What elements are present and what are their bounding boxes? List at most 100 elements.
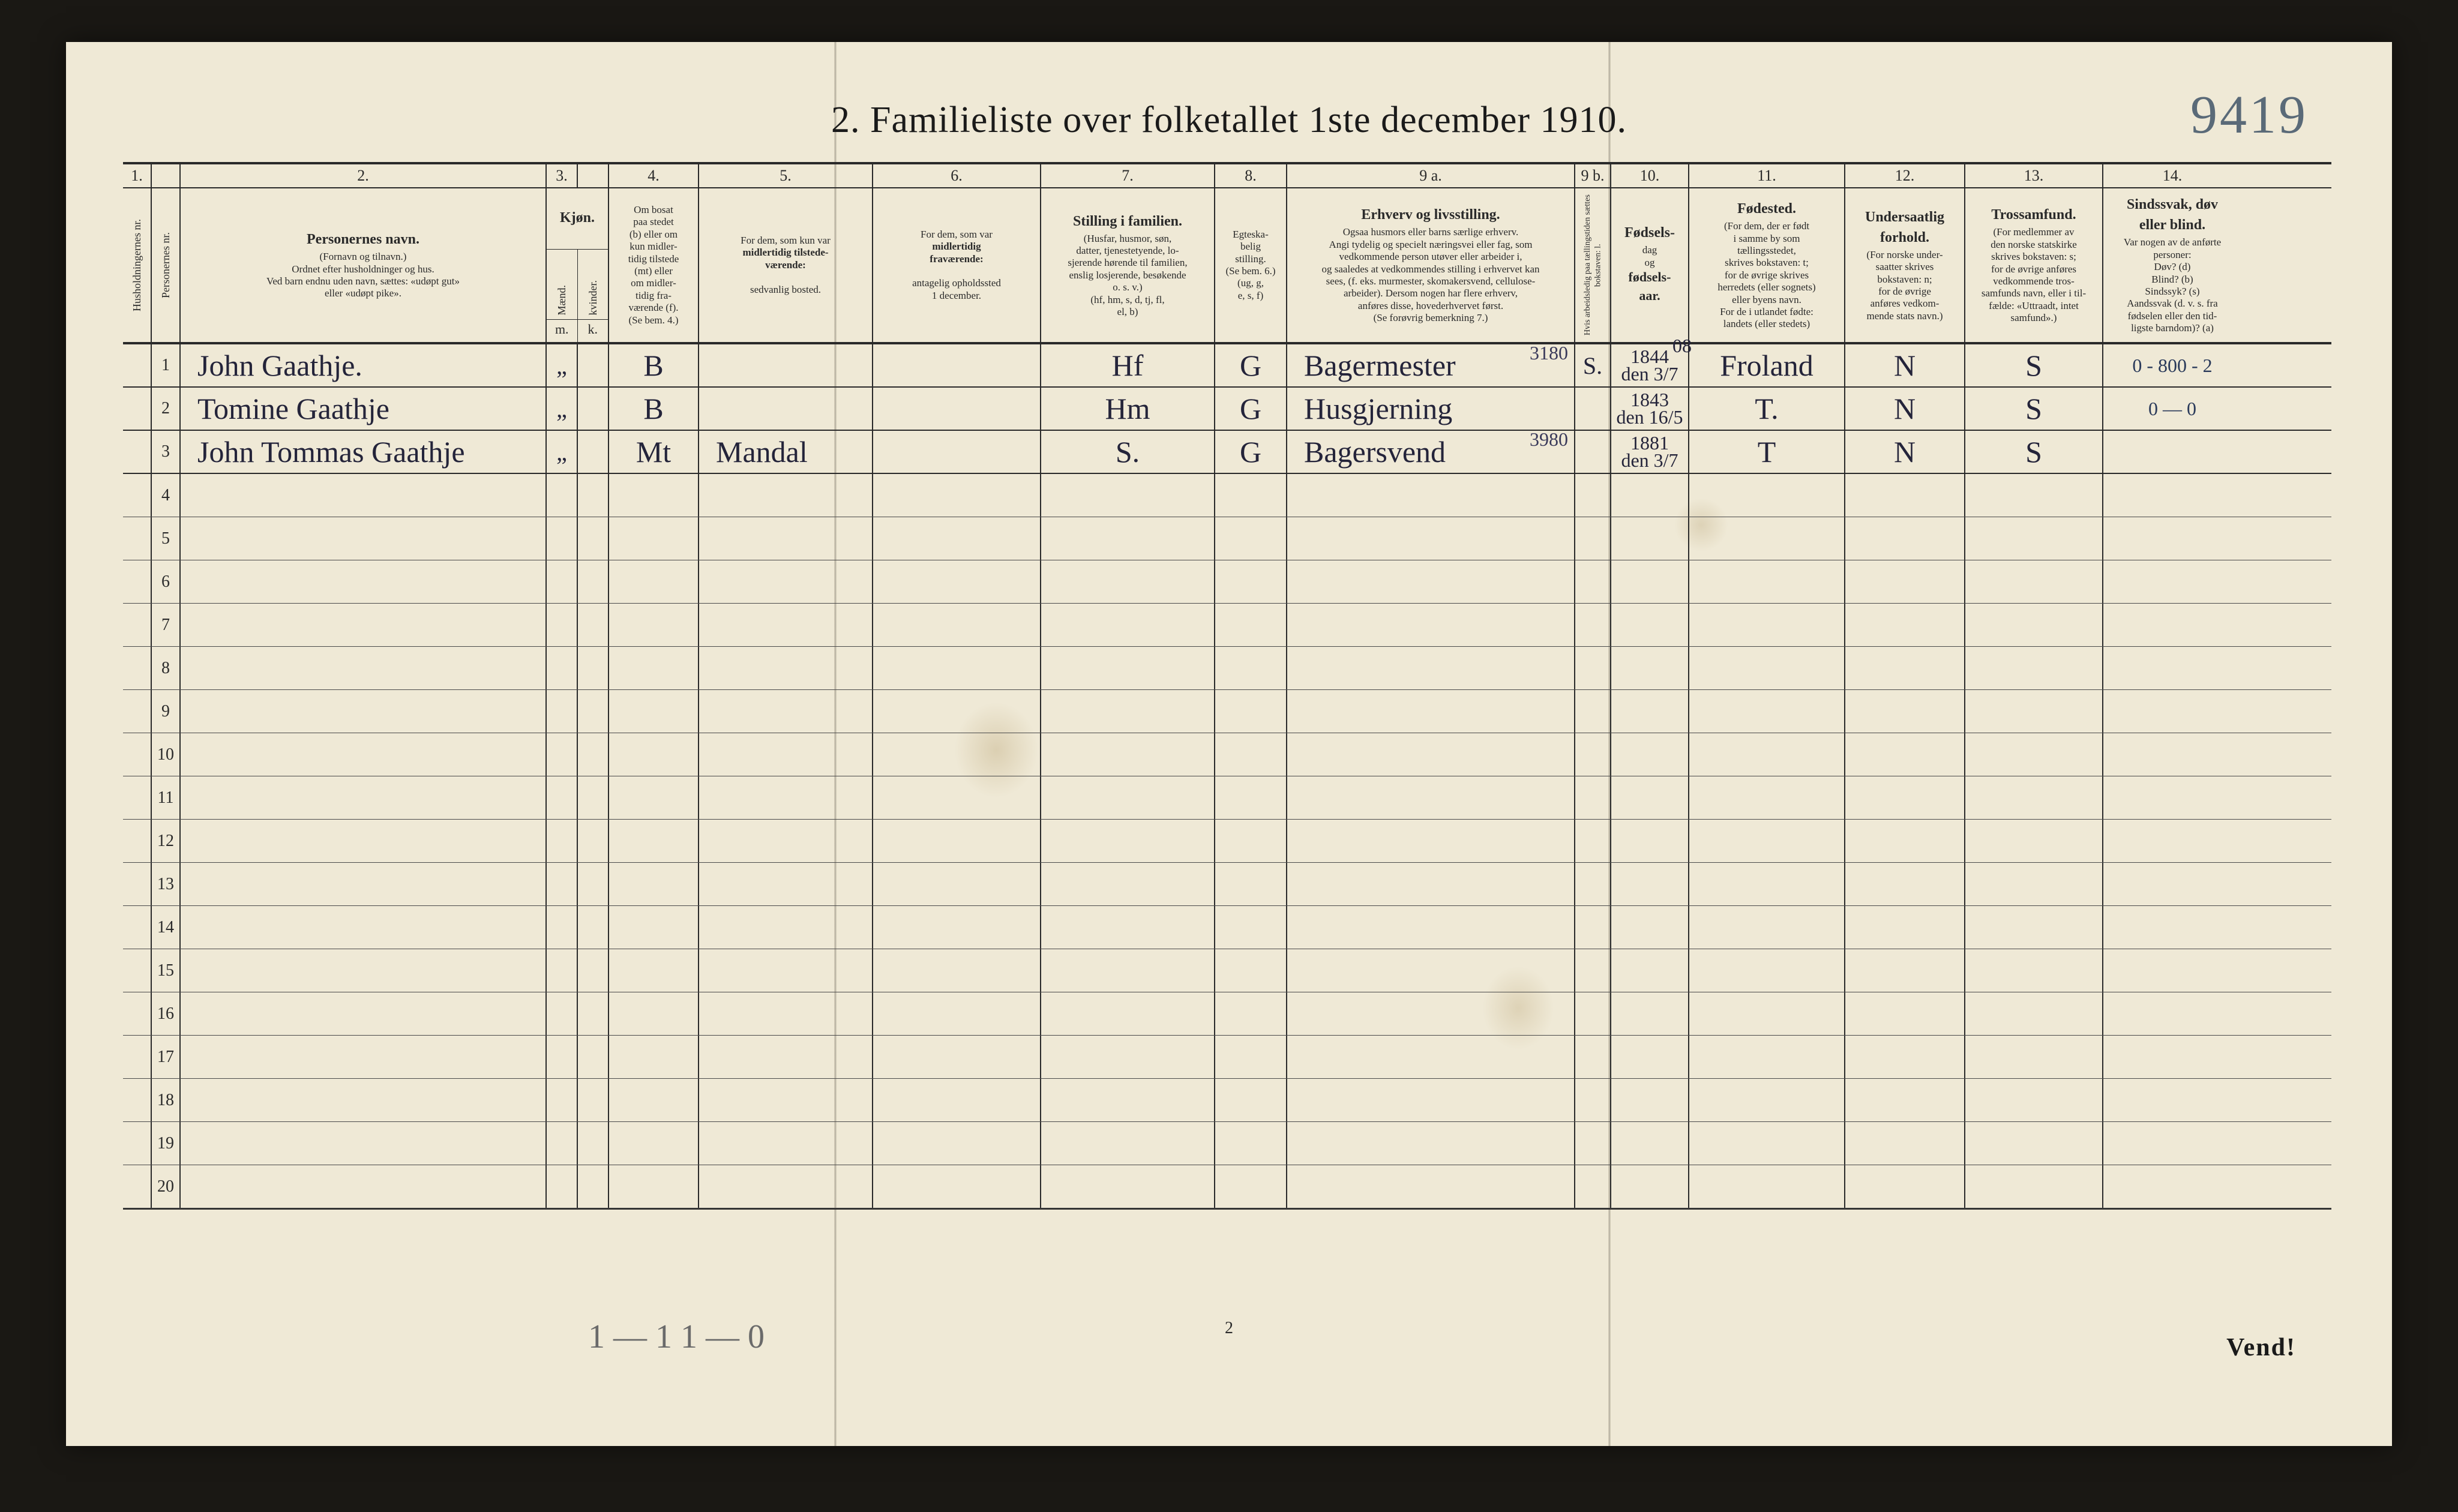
cell-sindssvak [2103, 647, 2241, 689]
cell-opholdssted [873, 1036, 1041, 1078]
cell-trossamfund [1965, 604, 2103, 646]
cell-hushold-nr [123, 1165, 152, 1208]
colnum: 2. [181, 164, 547, 187]
cell-bosat [609, 560, 699, 603]
cell-bosted [699, 560, 873, 603]
cell-person-nr: 4 [152, 474, 181, 517]
cell-kjon-k [578, 647, 609, 689]
cell-navn [181, 647, 547, 689]
cell-egteskab: G [1215, 344, 1287, 386]
cell-person-nr: 2 [152, 388, 181, 430]
cell-trossamfund [1965, 517, 2103, 560]
cell-egteskab [1215, 560, 1287, 603]
cell-fodselsdag [1611, 690, 1689, 733]
cell-opholdssted [873, 604, 1041, 646]
cell-kjon-k [578, 1079, 609, 1121]
cell-fodested [1689, 949, 1845, 992]
cell-hushold-nr [123, 820, 152, 862]
cell-stilling [1041, 517, 1215, 560]
cell-arbeidsledig [1575, 517, 1611, 560]
cell-bosat [609, 949, 699, 992]
cell-trossamfund [1965, 820, 2103, 862]
cell-stilling [1041, 474, 1215, 517]
cell-trossamfund [1965, 474, 2103, 517]
cell-kjon-k [578, 1165, 609, 1208]
cell-bosted [699, 690, 873, 733]
cell-opholdssted [873, 820, 1041, 862]
cell-undersaat [1845, 863, 1965, 905]
cell-undersaat [1845, 647, 1965, 689]
cell-kjon-k [578, 388, 609, 430]
cell-hushold-nr [123, 344, 152, 386]
cell-bosat [609, 604, 699, 646]
table-row-empty: 7 [123, 604, 2331, 647]
cell-stilling: Hf [1041, 344, 1215, 386]
pencil-annotation: 1 — 1 1 — 0 [588, 1318, 765, 1356]
cell-person-nr: 1 [152, 344, 181, 386]
cell-bosat [609, 820, 699, 862]
table-row: 1 John Gaathje. „ B Hf G Bagermester3180… [123, 344, 2331, 388]
header-undersaat: Undersaatlig forhold. (For norske under-… [1845, 188, 1965, 342]
cell-kjon-m [547, 1036, 578, 1078]
cell-navn [181, 992, 547, 1035]
cell-navn [181, 1036, 547, 1078]
cell-undersaat [1845, 1079, 1965, 1121]
header-stilling: Stilling i familien. (Husfar, husmor, sø… [1041, 188, 1215, 342]
cell-bosted [699, 906, 873, 949]
cell-erhverv: Bagersvend3980 [1287, 431, 1575, 473]
cell-stilling [1041, 949, 1215, 992]
cell-fodselsdag [1611, 906, 1689, 949]
cell-kjon-m [547, 820, 578, 862]
cell-opholdssted [873, 1079, 1041, 1121]
cell-fodested [1689, 776, 1845, 819]
cell-fodested [1689, 1122, 1845, 1165]
cell-stilling [1041, 1165, 1215, 1208]
cell-opholdssted [873, 906, 1041, 949]
cell-hushold-nr [123, 1122, 152, 1165]
header-navn: Personernes navn. (Fornavn og tilnavn.) … [181, 188, 547, 342]
cell-arbeidsledig [1575, 1079, 1611, 1121]
cell-stilling [1041, 647, 1215, 689]
cell-sindssvak: 0 — 0 [2103, 388, 2241, 430]
cell-bosat [609, 733, 699, 776]
cell-kjon-k [578, 820, 609, 862]
cell-undersaat [1845, 733, 1965, 776]
cell-kjon-k [578, 431, 609, 473]
cell-hushold-nr [123, 733, 152, 776]
cell-bosted [699, 1036, 873, 1078]
cell-kjon-k [578, 906, 609, 949]
cell-fodselsdag [1611, 776, 1689, 819]
cell-undersaat [1845, 474, 1965, 517]
cell-bosted [699, 992, 873, 1035]
cell-fodselsdag [1611, 517, 1689, 560]
cell-opholdssted [873, 1165, 1041, 1208]
cell-egteskab: G [1215, 431, 1287, 473]
cell-sindssvak [2103, 560, 2241, 603]
cell-trossamfund [1965, 1165, 2103, 1208]
cell-navn [181, 863, 547, 905]
cell-person-nr: 16 [152, 992, 181, 1035]
cell-undersaat: N [1845, 344, 1965, 386]
cell-erhverv [1287, 906, 1575, 949]
cell-erhverv [1287, 863, 1575, 905]
cell-egteskab [1215, 1036, 1287, 1078]
cell-erhverv [1287, 604, 1575, 646]
cell-undersaat [1845, 560, 1965, 603]
cell-hushold-nr [123, 560, 152, 603]
colnum [152, 164, 181, 187]
cell-hushold-nr [123, 949, 152, 992]
cell-arbeidsledig [1575, 1036, 1611, 1078]
cell-kjon-m [547, 1122, 578, 1165]
cell-sindssvak [2103, 906, 2241, 949]
cell-undersaat [1845, 1165, 1965, 1208]
colnum: 10. [1611, 164, 1689, 187]
cell-sindssvak [2103, 690, 2241, 733]
cell-kjon-m [547, 906, 578, 949]
cell-erhverv [1287, 949, 1575, 992]
colnum: 14. [2103, 164, 2241, 187]
cell-bosat [609, 517, 699, 560]
colnum: 5. [699, 164, 873, 187]
cell-trossamfund [1965, 776, 2103, 819]
cell-kjon-k [578, 949, 609, 992]
cell-person-nr: 18 [152, 1079, 181, 1121]
